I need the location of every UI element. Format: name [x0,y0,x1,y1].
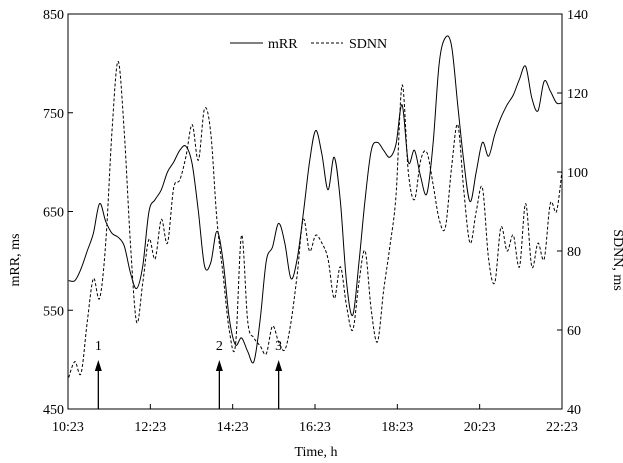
x-tick-label: 14:23 [217,420,249,435]
plot-frame [67,13,563,410]
y-right-tick-label: 80 [567,245,581,260]
legend: mRR SDNN [230,37,387,52]
series-line-mrr [68,35,562,364]
y-left-ticks-group: 450 550 650 750 850 [43,8,73,418]
legend-label-sdnn: SDNN [349,37,387,52]
x-tick-label: 20:23 [464,420,496,435]
series-line-sdnn [68,60,563,378]
y-axis-label-left: mRR, ms [8,234,23,287]
annotations-group: 1 2 3 [94,339,283,409]
event-label: 2 [216,339,223,354]
y-right-tick-label: 60 [567,324,581,339]
event-arrow-head [94,360,102,371]
y-right-tick-label: 100 [567,166,588,181]
x-tick-label: 12:23 [134,420,166,435]
y-right-tick-label: 140 [567,8,588,23]
series-group [68,35,563,378]
y-left-tick-label: 650 [43,206,64,221]
event-arrow-head [215,360,223,371]
event-arrow-head [275,360,283,371]
y-left-tick-label: 750 [43,107,64,122]
x-tick-label: 22:23 [546,420,578,435]
x-axis-label: Time, h [294,445,337,460]
x-tick-label: 18:23 [381,420,413,435]
y-right-tick-label: 40 [567,403,581,418]
x-tick-label: 10:23 [52,420,84,435]
x-tick-label: 16:23 [299,420,331,435]
legend-label-mrr: mRR [268,37,298,52]
x-ticks-group: 10:23 12:23 14:23 16:23 18:23 20:23 22:23 [52,404,578,435]
y-right-tick-label: 120 [567,87,588,102]
event-label: 1 [95,339,102,354]
y-axis-label-right: SDNN, ms [610,229,623,290]
y-left-tick-label: 450 [43,403,64,418]
y-left-tick-label: 550 [43,304,64,319]
event-label: 3 [275,339,282,354]
y-right-ticks-group: 40 60 80 100 120 140 [557,8,588,418]
y-left-tick-label: 850 [43,8,64,23]
